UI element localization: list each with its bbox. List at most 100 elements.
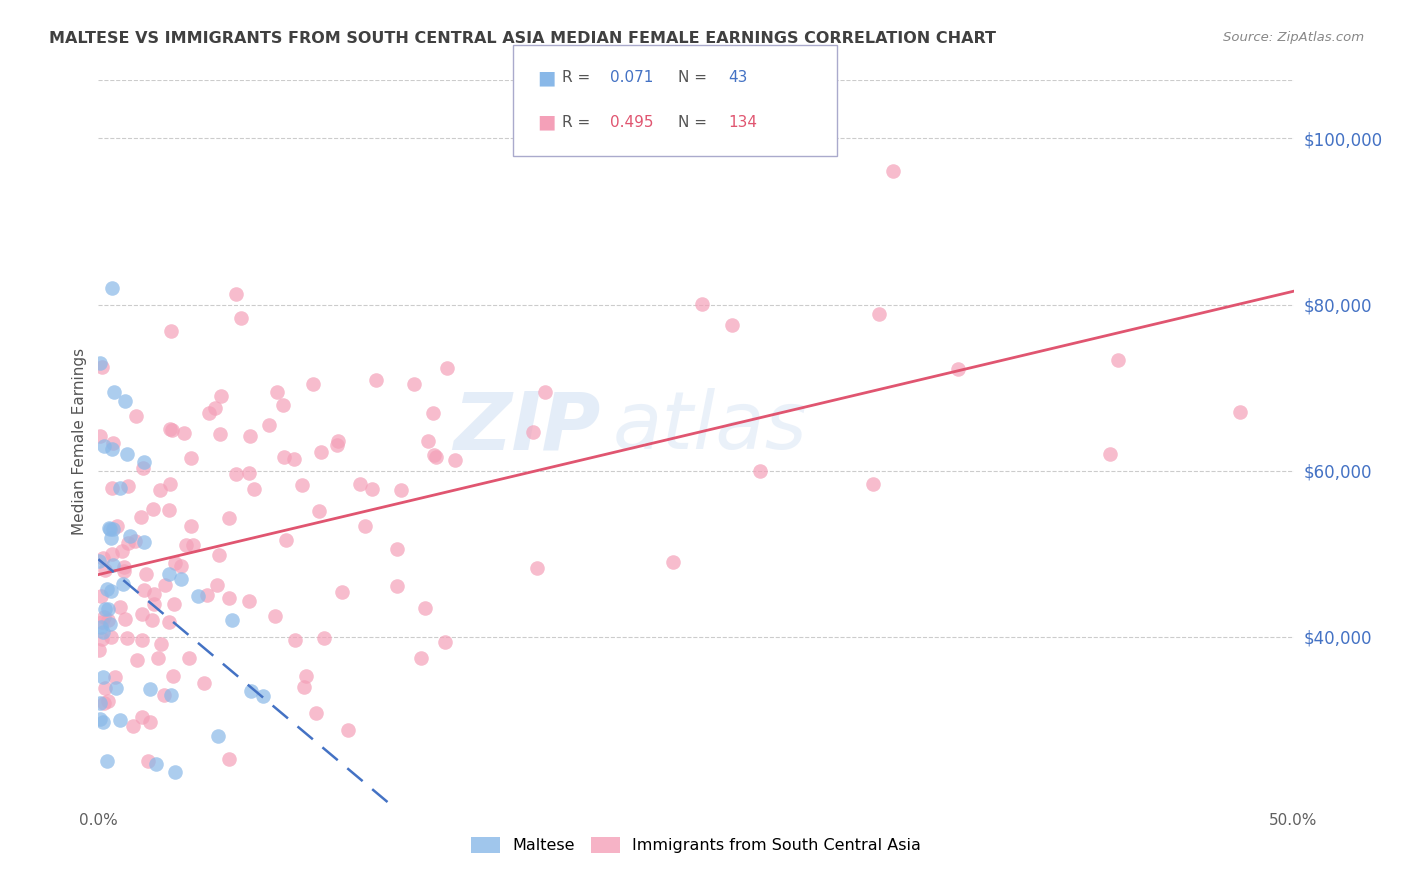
Point — [149, 483, 172, 498]
Point — [193, 676, 215, 690]
Point — [100, 584, 122, 599]
Point — [239, 684, 262, 698]
Point — [271, 398, 294, 412]
Point — [103, 384, 125, 399]
Point — [157, 566, 180, 581]
Point — [229, 311, 252, 326]
Point — [91, 714, 114, 729]
Point — [243, 483, 266, 497]
Point — [94, 602, 117, 616]
Point — [93, 697, 115, 711]
Point — [308, 503, 330, 517]
Point — [110, 599, 132, 614]
Point — [146, 651, 169, 665]
Point — [257, 418, 280, 433]
Point — [93, 610, 115, 624]
Point — [134, 455, 156, 469]
Point — [108, 481, 131, 495]
Point — [93, 439, 115, 453]
Point — [391, 483, 413, 497]
Point — [143, 597, 166, 611]
Point — [209, 427, 232, 442]
Point — [160, 689, 183, 703]
Text: ■: ■ — [537, 68, 555, 87]
Point — [139, 714, 162, 729]
Point — [117, 479, 139, 493]
Point — [98, 522, 121, 536]
Point — [180, 450, 202, 465]
Point — [295, 669, 318, 683]
Point — [862, 477, 884, 491]
Point — [142, 501, 165, 516]
Point — [330, 585, 353, 599]
Text: Source: ZipAtlas.com: Source: ZipAtlas.com — [1223, 31, 1364, 45]
Point — [87, 643, 110, 657]
Point — [946, 361, 969, 376]
Point — [425, 450, 447, 464]
Point — [238, 594, 260, 608]
Point — [218, 511, 240, 525]
Point — [238, 466, 260, 480]
Point — [385, 579, 408, 593]
Point — [114, 612, 136, 626]
Point — [263, 609, 285, 624]
Point — [218, 752, 240, 766]
Point — [111, 543, 134, 558]
Point — [662, 555, 685, 569]
Point — [180, 519, 202, 533]
Point — [302, 377, 325, 392]
Point — [91, 670, 114, 684]
Point — [149, 637, 172, 651]
Text: N =: N = — [678, 115, 707, 129]
Point — [252, 689, 274, 703]
Point — [283, 452, 305, 467]
Point — [177, 651, 200, 665]
Point — [434, 635, 457, 649]
Point — [326, 438, 349, 452]
Point — [101, 522, 124, 536]
Point — [690, 297, 713, 311]
Point — [100, 442, 122, 457]
Point — [145, 756, 167, 771]
Point — [90, 590, 112, 604]
Point — [720, 318, 742, 332]
Point — [111, 577, 134, 591]
Point — [117, 447, 139, 461]
Point — [225, 287, 247, 301]
Point — [138, 754, 160, 768]
Point — [87, 554, 110, 568]
Point — [118, 528, 141, 542]
Point — [162, 668, 184, 682]
Point — [354, 519, 377, 533]
Point — [198, 406, 221, 420]
Point — [361, 482, 384, 496]
Point — [141, 613, 163, 627]
Point — [336, 723, 359, 737]
Point — [89, 696, 111, 710]
Text: ZIP: ZIP — [453, 388, 600, 467]
Point — [225, 467, 247, 482]
Point — [160, 423, 183, 437]
Point — [402, 376, 425, 391]
Point — [101, 435, 124, 450]
Point — [104, 670, 127, 684]
Text: ■: ■ — [537, 112, 555, 132]
Point — [274, 533, 297, 547]
Point — [96, 582, 118, 596]
Point — [882, 163, 904, 178]
Point — [1229, 405, 1251, 419]
Point — [423, 448, 446, 462]
Point — [1108, 352, 1130, 367]
Point — [134, 535, 156, 549]
Y-axis label: Median Female Earnings: Median Female Earnings — [72, 348, 87, 535]
Point — [522, 425, 544, 439]
Point — [131, 709, 153, 723]
Point — [121, 719, 143, 733]
Point — [195, 589, 218, 603]
Point — [94, 681, 117, 696]
Point — [422, 406, 444, 420]
Point — [266, 385, 288, 400]
Point — [98, 521, 121, 535]
Point — [131, 607, 153, 622]
Point — [153, 578, 176, 592]
